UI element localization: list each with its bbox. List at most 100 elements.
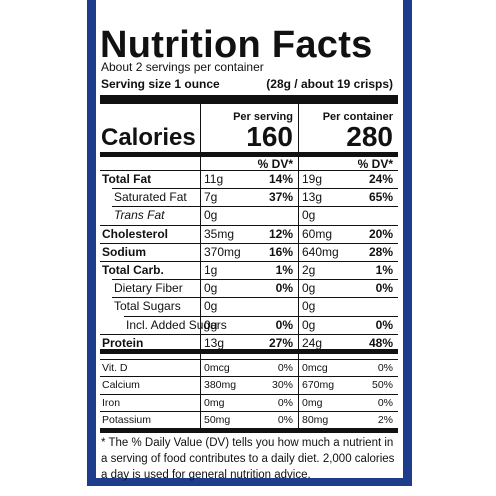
daily-value: 28% xyxy=(368,244,393,259)
daily-value: 20% xyxy=(368,226,393,241)
daily-value: 12% xyxy=(268,226,293,241)
row-line xyxy=(124,315,398,317)
thick-bar xyxy=(100,152,398,157)
servings: About 2 servings per container xyxy=(101,60,264,74)
daily-value: 0% xyxy=(375,281,393,296)
amount: 60mg xyxy=(302,226,333,241)
label xyxy=(96,0,403,478)
nutrient-name: Total Carb. xyxy=(102,263,164,277)
daily-value: 48% xyxy=(368,335,393,350)
row-line xyxy=(100,242,398,244)
amount: 380mg xyxy=(204,379,237,392)
amount: 0mg xyxy=(302,396,323,409)
amount: 13g xyxy=(204,335,225,350)
daily-value: 16% xyxy=(268,244,293,259)
nutrient-name: Incl. Added Sugars xyxy=(126,317,227,332)
amount: 19g xyxy=(302,172,323,186)
calories-value: 280 xyxy=(346,121,393,152)
amount: 11g xyxy=(204,172,224,186)
thick-bar xyxy=(100,428,398,433)
dv-header: % DV* xyxy=(257,157,293,171)
daily-value: 1% xyxy=(275,263,293,277)
amount: 0mg xyxy=(204,396,225,409)
calories-value: 160 xyxy=(246,121,293,152)
amount: 370mg xyxy=(204,244,241,259)
nutrient-name: Cholesterol xyxy=(102,226,169,241)
daily-value: 65% xyxy=(368,190,393,205)
nutrient-name: Total Fat xyxy=(102,172,152,186)
row-line xyxy=(100,359,398,360)
amount: 0g xyxy=(204,299,218,314)
row-line xyxy=(100,261,398,262)
nutrient-name: Sodium xyxy=(102,244,146,259)
daily-value: 0% xyxy=(277,362,293,374)
thick-bar xyxy=(100,349,398,354)
calories-label: Calories xyxy=(101,124,196,151)
serving-size: Serving size 1 ounce xyxy=(101,77,220,91)
nutrient-name: Saturated Fat xyxy=(114,190,187,205)
nutrient-name: Calcium xyxy=(102,379,140,392)
amount: 24g xyxy=(302,335,323,350)
column-header: Per serving xyxy=(233,111,293,123)
daily-value: 0% xyxy=(277,396,293,409)
row-line xyxy=(100,224,398,226)
amount: 2g xyxy=(302,263,316,277)
row-line xyxy=(100,376,398,378)
amount: 0g xyxy=(204,208,218,223)
daily-value: 0% xyxy=(377,362,393,374)
row-line xyxy=(100,410,398,412)
daily-value: 30% xyxy=(271,379,293,392)
nutrient-name: Total Sugars xyxy=(114,299,181,314)
daily-value: 1% xyxy=(375,263,393,277)
amount: 0g xyxy=(302,281,316,296)
column-divider xyxy=(298,104,299,428)
daily-value: 0% xyxy=(377,396,393,409)
amount: 80mg xyxy=(302,413,329,426)
dv-header: % DV* xyxy=(357,157,393,171)
row-line xyxy=(112,279,398,281)
daily-value: 14% xyxy=(268,172,293,186)
row-line xyxy=(100,393,398,395)
amount: 13g xyxy=(302,190,323,205)
amount: 0g xyxy=(302,208,316,223)
amount: 35mg xyxy=(204,226,235,241)
amount: 0mcg xyxy=(302,362,328,374)
daily-value: 2% xyxy=(377,413,393,426)
amount: 640mg xyxy=(302,244,339,259)
nutrient-name: Dietary Fiber xyxy=(114,281,183,296)
amount: 0g xyxy=(204,281,218,296)
column-divider xyxy=(200,104,201,428)
row-line xyxy=(100,170,398,171)
thick-bar xyxy=(100,95,398,104)
footnote: * The % Daily Value (DV) tells you how m… xyxy=(101,437,395,481)
daily-value: 37% xyxy=(268,190,293,205)
amount: 0mcg xyxy=(204,362,230,374)
row-line xyxy=(112,206,398,208)
daily-value: 0% xyxy=(277,413,293,426)
column-header: Per container xyxy=(322,111,393,123)
row-line xyxy=(112,188,398,190)
nutrient-name: Iron xyxy=(102,396,121,409)
daily-value: 50% xyxy=(371,379,393,392)
nutrient-name: Potassium xyxy=(102,413,152,426)
daily-value: 24% xyxy=(368,172,393,186)
amount: 7g xyxy=(204,190,218,205)
nutrient-name: Protein xyxy=(102,335,144,350)
serving-size-value: (28g / about 19 crisps) xyxy=(266,77,393,91)
daily-value: 0% xyxy=(275,317,293,332)
nutrient-name: Vit. D xyxy=(102,362,128,374)
amount: 0g xyxy=(204,317,218,332)
title: Nutrition Facts xyxy=(100,24,373,66)
amount: 0g xyxy=(302,317,316,332)
daily-value: 0% xyxy=(275,281,293,296)
amount: 1g xyxy=(204,263,218,277)
daily-value: 0% xyxy=(375,317,393,332)
daily-value: 27% xyxy=(268,335,293,350)
row-line xyxy=(112,297,398,299)
amount: 50mg xyxy=(204,413,231,426)
amount: 0g xyxy=(302,299,316,314)
nutrient-name: Trans Fat xyxy=(114,208,165,223)
row-line xyxy=(100,333,398,335)
amount: 670mg xyxy=(302,379,335,392)
